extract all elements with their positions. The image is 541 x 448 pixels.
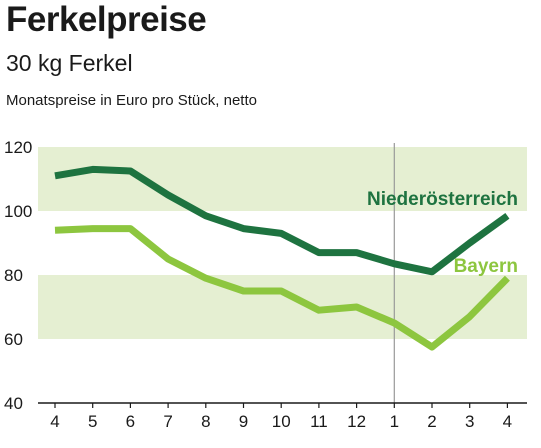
x-tick-label: 7 <box>163 412 172 431</box>
y-tick-label: 60 <box>4 330 23 349</box>
x-tick-label: 2 <box>427 412 436 431</box>
series-label-bayern: Bayern <box>454 256 518 277</box>
x-tick-label: 5 <box>88 412 97 431</box>
chart-title: Ferkelpreise <box>6 0 207 39</box>
chart-unit-note: Monatspreise in Euro pro Stück, netto <box>6 92 257 109</box>
y-tick-label: 120 <box>4 138 32 157</box>
x-tick-label: 6 <box>126 412 135 431</box>
y-tick-label: 100 <box>4 202 32 221</box>
grid-band-1 <box>38 147 527 211</box>
chart-subtitle: 30 kg Ferkel <box>6 50 133 76</box>
x-tick-label: 9 <box>239 412 248 431</box>
y-tick-label: 80 <box>4 266 23 285</box>
grid-band-2 <box>38 275 527 339</box>
series-label-niederoesterreich: Niederösterreich <box>367 189 518 210</box>
x-tick-label: 11 <box>310 412 328 431</box>
x-tick-label: 4 <box>50 412 59 431</box>
x-tick-label: 3 <box>465 412 474 431</box>
x-tick-label: 4 <box>503 412 512 431</box>
x-tick-label: 12 <box>347 412 366 431</box>
y-tick-label: 40 <box>4 394 23 413</box>
x-tick-label: 8 <box>201 412 210 431</box>
x-tick-label: 1 <box>390 412 399 431</box>
x-tick-label: 10 <box>272 412 291 431</box>
